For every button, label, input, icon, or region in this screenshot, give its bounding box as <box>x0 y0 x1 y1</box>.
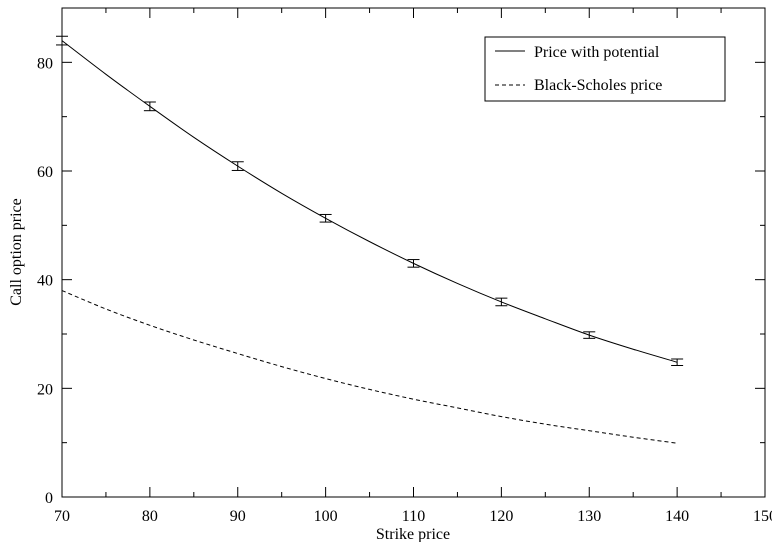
error-bar <box>143 101 156 112</box>
x-tick-label: 80 <box>142 508 158 525</box>
y-tick-label: 80 <box>37 55 53 72</box>
x-tick-label: 100 <box>314 508 338 525</box>
legend-label-black-scholes: Black-Scholes price <box>534 77 662 94</box>
x-tick-label: 140 <box>665 508 689 525</box>
series-line-black-scholes <box>61 290 678 444</box>
axis-ticks: 70 80 90 100 110 120 130 140 150 0 20 40 60 80 <box>37 8 772 525</box>
x-tick-label: 120 <box>489 508 513 525</box>
x-tick-label: 150 <box>753 508 772 525</box>
y-axis-title: Call option price <box>8 198 25 306</box>
y-tick-label: 0 <box>45 490 53 507</box>
y-tick-label: 40 <box>37 273 53 290</box>
legend-label-price-with-potential: Price with potential <box>534 44 660 61</box>
legend: Price with potential Black-Scholes price <box>484 36 726 102</box>
series-layer <box>56 35 684 444</box>
error-bar <box>319 213 332 223</box>
x-axis-title: Strike price <box>376 526 450 542</box>
error-bar <box>56 35 68 46</box>
error-bar <box>407 259 420 268</box>
y-tick-label: 20 <box>37 381 53 398</box>
legend-box <box>484 36 726 102</box>
series-line-price-with-potential <box>61 40 678 363</box>
x-tick-label: 70 <box>54 508 70 525</box>
error-bar <box>671 358 684 367</box>
error-bar <box>495 297 508 307</box>
error-bar <box>231 161 244 171</box>
x-tick-label: 130 <box>577 508 601 525</box>
x-tick-label: 110 <box>402 508 425 525</box>
error-bar <box>583 331 596 339</box>
x-tick-label: 90 <box>230 508 246 525</box>
y-tick-label: 60 <box>37 164 53 181</box>
